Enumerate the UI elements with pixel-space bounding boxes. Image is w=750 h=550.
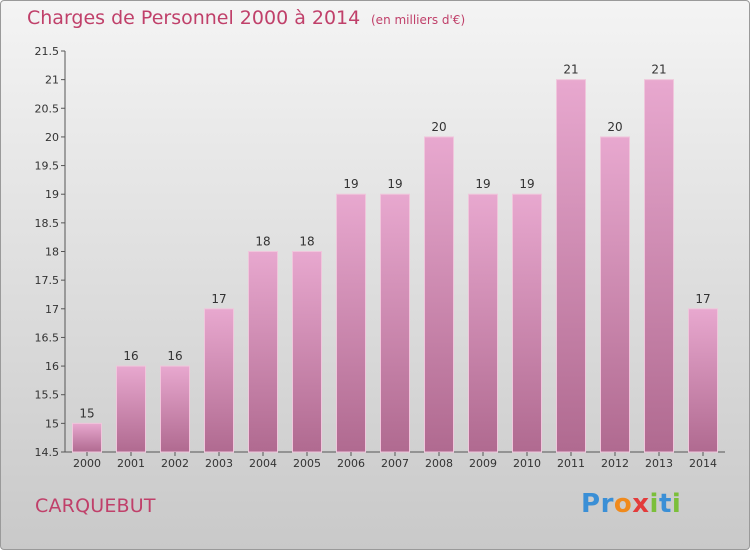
bar-value-label: 16 xyxy=(167,349,182,363)
y-tick-label: 20.5 xyxy=(35,102,60,115)
bar-value-label: 19 xyxy=(343,177,358,191)
x-tick-label: 2006 xyxy=(337,457,365,470)
x-tick-label: 2011 xyxy=(557,457,585,470)
y-tick-label: 19.5 xyxy=(35,160,60,173)
logo-letter: t xyxy=(658,489,672,519)
bar-value-label: 16 xyxy=(123,349,138,363)
logo-letter: P xyxy=(581,489,601,519)
chart-bars xyxy=(72,79,718,453)
bar-value-label: 21 xyxy=(563,63,578,77)
bar-value-label: 17 xyxy=(211,292,226,306)
y-tick-label: 20 xyxy=(45,131,59,144)
y-tick-label: 21.5 xyxy=(35,45,60,58)
bar xyxy=(556,79,586,453)
y-tick-label: 16.5 xyxy=(35,331,60,344)
x-tick-label: 2008 xyxy=(425,457,453,470)
logo-letter: i xyxy=(649,489,659,519)
bar xyxy=(116,365,146,453)
bar xyxy=(336,193,366,453)
logo-letter: r xyxy=(600,489,614,519)
commune-name: CARQUEBUT xyxy=(35,495,156,517)
x-tick-label: 2013 xyxy=(645,457,673,470)
bar-value-label: 20 xyxy=(607,120,622,134)
chart-data-labels: 15 16 16 17 18 18 19 19 20 19 19 21 20 21 17 xyxy=(79,63,710,421)
x-tick-label: 2009 xyxy=(469,457,497,470)
x-tick-label: 2007 xyxy=(381,457,409,470)
bar-value-label: 20 xyxy=(431,120,446,134)
bar xyxy=(204,308,234,453)
bar xyxy=(380,193,410,453)
bar-value-label: 21 xyxy=(651,63,666,77)
x-tick-label: 2000 xyxy=(73,457,101,470)
bar-value-label: 18 xyxy=(299,235,314,249)
y-tick-label: 17.5 xyxy=(35,274,60,287)
chart-subtitle: (en milliers d'€) xyxy=(371,13,466,27)
bar xyxy=(424,136,454,453)
y-tick-label: 19 xyxy=(45,188,59,201)
bar xyxy=(468,193,498,453)
bar xyxy=(292,251,322,453)
logo-letter: o xyxy=(613,489,633,519)
y-tick-label: 14.5 xyxy=(35,446,60,459)
y-tick-label: 18 xyxy=(45,246,59,259)
x-tick-label: 2003 xyxy=(205,457,233,470)
x-tick-label: 2014 xyxy=(689,457,717,470)
x-tick-label: 2004 xyxy=(249,457,277,470)
y-tick-label: 21 xyxy=(45,74,59,87)
proxiti-logo: Proxiti xyxy=(581,489,681,519)
bar-value-label: 15 xyxy=(79,406,94,420)
bar xyxy=(512,193,542,453)
bar xyxy=(600,136,630,453)
y-tick-label: 18.5 xyxy=(35,217,60,230)
chart-x-ticks: 2000 2001 2002 2003 2004 2005 2006 2007 2008 2009… xyxy=(73,452,717,470)
x-tick-label: 2010 xyxy=(513,457,541,470)
bar xyxy=(248,251,278,453)
bar-value-label: 19 xyxy=(519,177,534,191)
x-tick-label: 2001 xyxy=(117,457,145,470)
y-tick-label: 15 xyxy=(45,417,59,430)
bar xyxy=(644,79,674,453)
bar xyxy=(72,422,102,453)
bar-value-label: 17 xyxy=(695,292,710,306)
x-tick-label: 2012 xyxy=(601,457,629,470)
x-tick-label: 2005 xyxy=(293,457,321,470)
x-tick-label: 2002 xyxy=(161,457,189,470)
logo-letter: i xyxy=(671,489,682,519)
chart-title: Charges de Personnel 2000 à 2014 xyxy=(27,7,361,29)
logo-letter: x xyxy=(632,489,650,519)
y-tick-label: 17 xyxy=(45,303,59,316)
bar xyxy=(160,365,190,453)
bar-value-label: 19 xyxy=(475,177,490,191)
y-tick-label: 16 xyxy=(45,360,59,373)
y-tick-label: 15.5 xyxy=(35,389,60,402)
chart-y-ticks: 14.5 15 15.5 16 16.5 17 17.5 18 18.5 19 19.5 20 20.5… xyxy=(35,45,65,459)
bar-value-label: 19 xyxy=(387,177,402,191)
bar-value-label: 18 xyxy=(255,235,270,249)
bar xyxy=(688,308,718,453)
